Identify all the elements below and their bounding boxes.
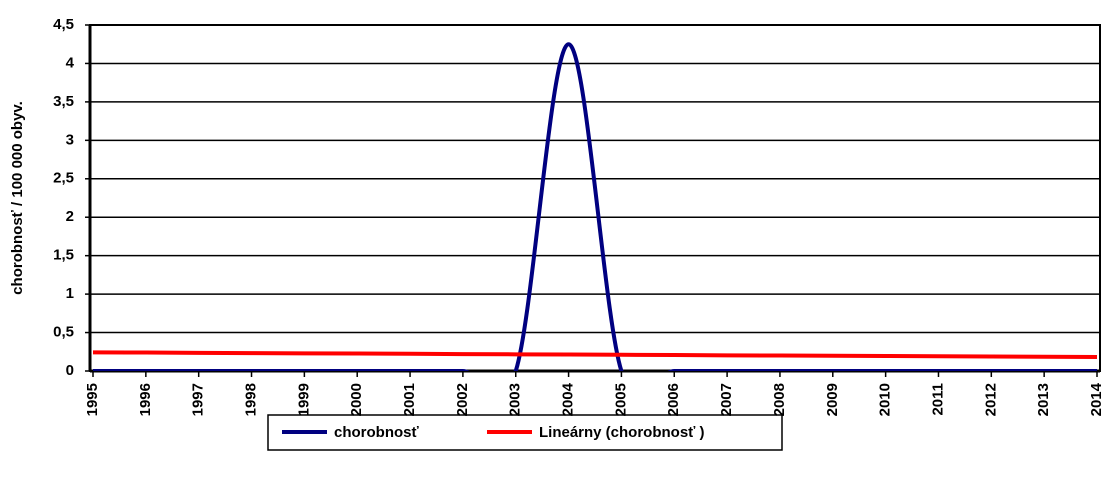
y-tick-label: 3	[66, 131, 74, 148]
x-tick-label: 2002	[454, 383, 471, 416]
x-tick-label: 2007	[718, 383, 735, 416]
x-tick-label: 2013	[1035, 383, 1052, 416]
series-group	[92, 42, 1098, 371]
y-axis-label: chorobnosť / 100 000 obyv.	[9, 101, 26, 295]
y-tick-label: 3,5	[53, 93, 74, 110]
x-tick-label: 1999	[295, 383, 312, 416]
series-line	[92, 42, 1097, 371]
x-tick-label: 2008	[771, 383, 788, 416]
x-tick-label: 2004	[560, 382, 577, 416]
x-tick-label: 2009	[824, 383, 841, 416]
x-tick-label: 2010	[877, 383, 894, 416]
x-tick-label: 2001	[401, 383, 418, 416]
y-tick-label: 4,5	[53, 16, 74, 33]
y-tick-label: 1	[66, 285, 74, 302]
series-line	[92, 350, 1098, 360]
x-tick-label: 2012	[982, 383, 999, 416]
x-tick-label: 1995	[84, 383, 101, 416]
legend-label: Lineárny (chorobnosť )	[539, 424, 705, 441]
y-tick-label: 4	[66, 54, 75, 71]
x-tick-label: 2011	[929, 383, 946, 416]
x-tick-label: 2003	[507, 383, 524, 416]
x-tick-label: 1997	[190, 383, 207, 416]
x-tick-label: 1998	[242, 383, 259, 416]
y-tick-label: 2,5	[53, 170, 74, 187]
x-tick-label: 1996	[137, 383, 154, 416]
y-tick-label: 0,5	[53, 324, 74, 341]
x-tick-label: 2006	[665, 383, 682, 416]
y-tick-label: 0	[66, 362, 74, 379]
x-tick-label: 2005	[612, 383, 629, 416]
y-tick-label: 1,5	[53, 247, 74, 264]
y-tick-label: 2	[66, 208, 74, 225]
x-tick-label: 2000	[348, 383, 365, 416]
x-tick-label: 2014	[1088, 382, 1105, 416]
legend-label: chorobnosť	[334, 424, 419, 441]
